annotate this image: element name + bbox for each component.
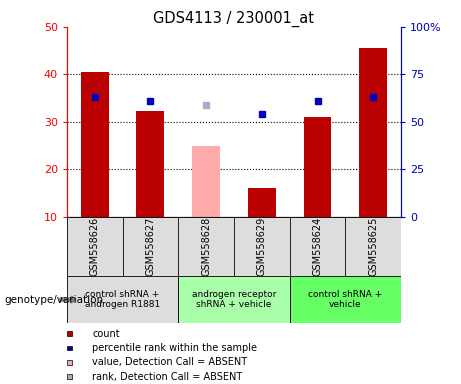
Text: genotype/variation: genotype/variation — [5, 295, 104, 305]
Text: GSM558629: GSM558629 — [257, 217, 267, 276]
Text: control shRNA +
androgen R1881: control shRNA + androgen R1881 — [85, 290, 160, 309]
Text: GSM558624: GSM558624 — [313, 217, 323, 276]
Text: count: count — [92, 329, 120, 339]
Bar — [359, 48, 387, 217]
Bar — [178, 276, 290, 323]
Text: GSM558625: GSM558625 — [368, 217, 378, 276]
Bar — [81, 72, 109, 217]
Text: value, Detection Call = ABSENT: value, Detection Call = ABSENT — [92, 358, 247, 367]
Text: GSM558628: GSM558628 — [201, 217, 211, 276]
Text: control shRNA +
vehicle: control shRNA + vehicle — [308, 290, 383, 309]
Bar — [248, 189, 276, 217]
Bar — [67, 276, 178, 323]
Bar — [290, 276, 401, 323]
Bar — [136, 111, 164, 217]
Title: GDS4113 / 230001_at: GDS4113 / 230001_at — [154, 11, 314, 27]
Text: percentile rank within the sample: percentile rank within the sample — [92, 343, 257, 353]
Text: androgen receptor
shRNA + vehicle: androgen receptor shRNA + vehicle — [192, 290, 276, 309]
Bar — [304, 117, 331, 217]
Bar — [192, 146, 220, 217]
Text: GSM558626: GSM558626 — [90, 217, 100, 276]
Text: GSM558627: GSM558627 — [145, 217, 155, 276]
Text: rank, Detection Call = ABSENT: rank, Detection Call = ABSENT — [92, 372, 242, 382]
